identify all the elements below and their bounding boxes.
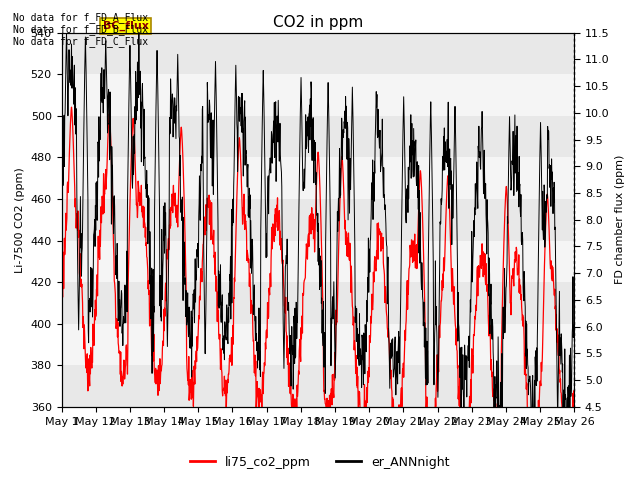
Bar [61, 199, 575, 240]
Text: No data for f_FD_A_Flux: No data for f_FD_A_Flux [13, 12, 148, 23]
Bar [61, 33, 575, 74]
Bar [61, 282, 575, 324]
Title: CO2 in ppm: CO2 in ppm [273, 15, 363, 30]
Bar [61, 365, 575, 407]
Bar [61, 74, 575, 116]
Text: No data for f_FD_B_Flux: No data for f_FD_B_Flux [13, 24, 148, 35]
Y-axis label: FD chamber flux (ppm): FD chamber flux (ppm) [615, 155, 625, 285]
Bar [61, 240, 575, 282]
Legend: li75_co2_ppm, er_ANNnight: li75_co2_ppm, er_ANNnight [186, 451, 454, 474]
Text: BC_flux: BC_flux [102, 21, 148, 31]
Text: No data for f_FD_C_Flux: No data for f_FD_C_Flux [13, 36, 148, 47]
Bar [61, 116, 575, 157]
Bar [61, 324, 575, 365]
Y-axis label: Li-7500 CO2 (ppm): Li-7500 CO2 (ppm) [15, 167, 25, 273]
Bar [61, 157, 575, 199]
